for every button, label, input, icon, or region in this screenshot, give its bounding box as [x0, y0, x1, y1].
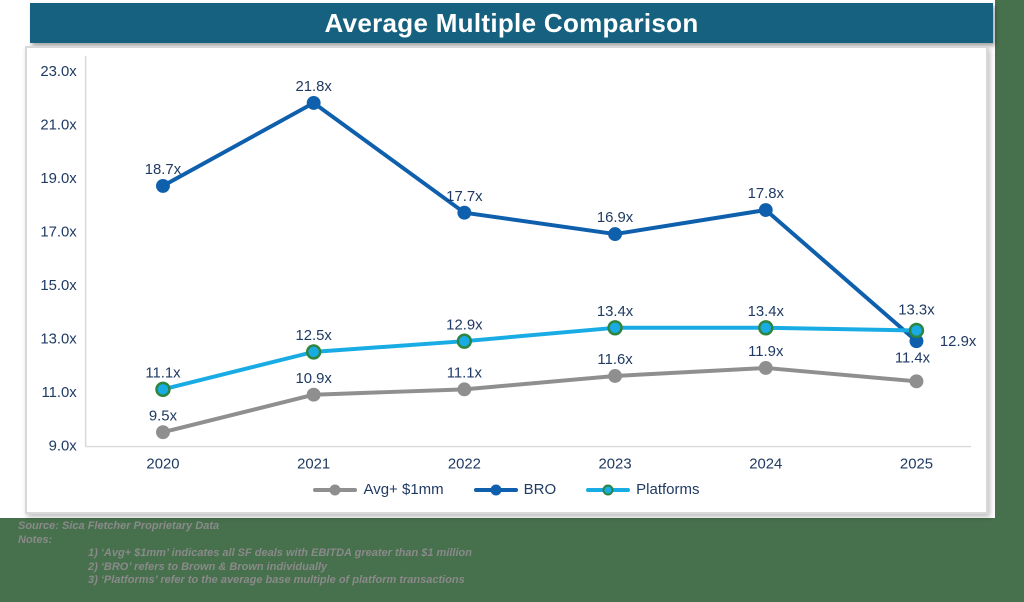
data-point-label: 21.8x [295, 79, 332, 95]
y-tick-label: 9.0x [49, 439, 78, 455]
data-point-marker [758, 361, 773, 375]
x-tick-label: 2023 [599, 456, 632, 472]
source-line: Source: Sica Fletcher Proprietary Data [18, 520, 220, 532]
data-point-label: 17.8x [748, 186, 785, 202]
x-tick-label: 2025 [900, 456, 933, 472]
legend: Avg+ $1mm BRO Platforms [27, 481, 986, 498]
data-point-label: 11.6x [597, 352, 633, 368]
data-point-label: 13.3x [898, 303, 935, 319]
x-tick-label: 2024 [749, 456, 782, 472]
note-1: 1) ‘Avg+ $1mm’ indicates all SF deals wi… [88, 547, 472, 559]
data-point-marker [305, 344, 322, 360]
legend-marker-icon [329, 484, 341, 495]
data-point-marker [608, 227, 623, 242]
data-point-label: 12.9x [446, 317, 483, 333]
legend-item-bro: BRO [473, 481, 557, 498]
chart-card: 23.0x 21.0x 19.0x 17.0x 15.0x 13.0x 11.0x 9.0x 2… [25, 46, 988, 514]
data-point-marker [306, 95, 321, 110]
data-point-label: 9.5x [149, 408, 178, 424]
data-point-marker [156, 178, 170, 193]
data-point-label: 13.4x [597, 304, 634, 320]
legend-item-avg-1mm: Avg+ $1mm [313, 481, 444, 498]
data-point-marker [155, 381, 171, 398]
notes-label: Notes: [18, 533, 53, 546]
data-point-marker [758, 203, 773, 217]
data-point-label: 16.9x [597, 210, 634, 226]
y-tick-label: 21.0x [40, 117, 77, 133]
data-point-marker [607, 320, 623, 336]
y-tick-label: 13.0x [40, 331, 77, 347]
data-point-label: 18.7x [145, 162, 182, 178]
legend-label: Avg+ $1mm [363, 481, 444, 498]
y-tick-label: 17.0x [40, 224, 77, 240]
legend-line-swatch [473, 484, 518, 495]
note-2: 2) ‘BRO’ refers to Brown & Brown individ… [88, 560, 328, 573]
data-point-marker [456, 333, 473, 349]
x-tick-label: 2022 [448, 456, 481, 472]
data-point-label: 12.5x [295, 328, 332, 344]
legend-item-platforms: Platforms [586, 481, 700, 498]
data-point-marker [156, 425, 170, 440]
legend-marker-icon [602, 484, 614, 495]
y-tick-label: 19.0x [40, 171, 77, 187]
legend-marker-icon [490, 484, 502, 495]
data-point-label: 12.9x [940, 334, 977, 350]
data-point-label: 11.1x [447, 365, 483, 381]
data-point-marker [909, 334, 924, 349]
data-point-marker [758, 320, 774, 336]
title-banner: Average Multiple Comparison [30, 3, 993, 43]
data-point-label: 17.7x [446, 189, 483, 205]
data-point-marker [909, 374, 924, 389]
y-tick-label: 15.0x [40, 278, 77, 294]
data-point-marker [306, 387, 321, 402]
series-line-Avg+ $1mm [160, 365, 919, 435]
x-tick-label: 2020 [146, 456, 179, 472]
data-point-marker [457, 382, 472, 397]
legend-label: BRO [523, 481, 557, 498]
chart-title: Average Multiple Comparison [324, 7, 699, 38]
legend-label: Platforms [636, 481, 700, 498]
series-line-Platforms [160, 325, 919, 392]
y-tick-label: 23.0x [40, 64, 77, 80]
footer-notes: Source: Sica Fletcher Proprietary Data N… [0, 520, 995, 588]
data-point-label: 11.4x [895, 350, 931, 366]
data-point-marker [457, 205, 472, 220]
data-point-label: 11.1x [145, 365, 181, 381]
series-line-BRO [160, 100, 919, 344]
x-tick-label: 2021 [297, 456, 330, 472]
line-chart: 23.0x 21.0x 19.0x 17.0x 15.0x 13.0x 11.0x 9.0x 2… [40, 55, 977, 472]
data-point-marker [608, 369, 623, 383]
data-point-marker [908, 322, 925, 339]
y-tick-label: 11.0x [41, 385, 77, 401]
data-point-label: 13.4x [748, 304, 785, 320]
data-point-label: 11.9x [748, 344, 784, 360]
legend-line-swatch [313, 484, 358, 495]
data-point-label: 10.9x [295, 371, 332, 387]
note-3: 3) ‘Platforms’ refer to the average base… [88, 574, 465, 586]
legend-line-swatch [586, 484, 631, 495]
